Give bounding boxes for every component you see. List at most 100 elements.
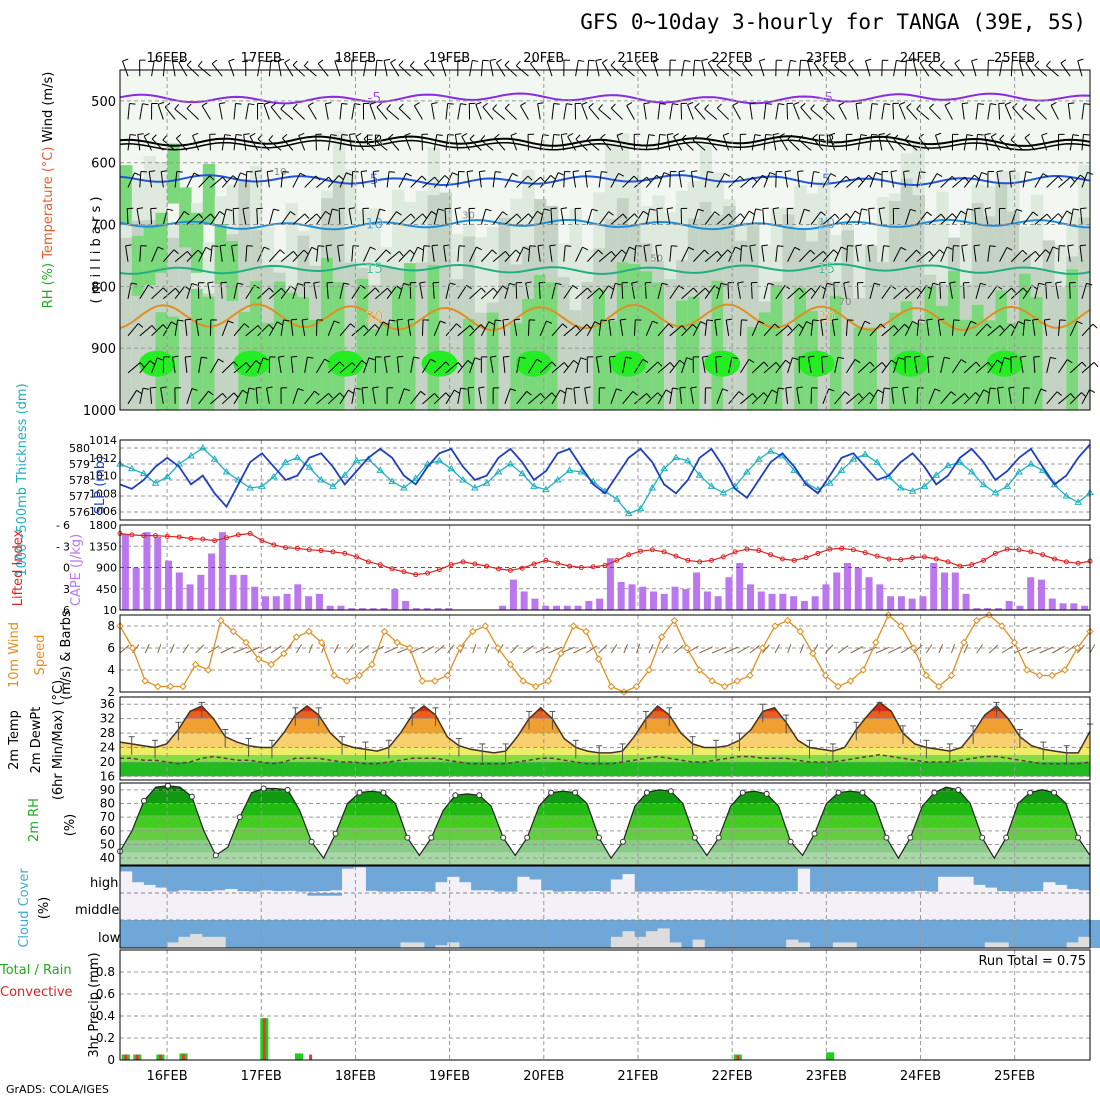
surface-wind-barb	[333, 644, 339, 654]
wind-barb	[560, 134, 565, 151]
wind-barb	[349, 133, 356, 136]
wind-barb	[209, 245, 213, 262]
cloud-clear-cell	[131, 893, 144, 920]
rh-marker	[476, 792, 483, 799]
wind-barb	[657, 134, 661, 151]
lifted-index-marker	[448, 562, 454, 568]
cape-bar	[606, 558, 614, 610]
cape-bar	[283, 593, 291, 610]
panel-frame	[119, 439, 1091, 521]
wind-barb	[1010, 249, 1023, 262]
wind-barb	[726, 318, 733, 321]
wind-barb	[466, 284, 472, 290]
lifted-index-marker	[330, 549, 336, 555]
wind-barb	[1034, 283, 1040, 299]
surface-wind-barb	[1089, 644, 1096, 654]
wind-barb	[971, 60, 977, 77]
surface-wind-barb	[157, 643, 162, 654]
surface-wind-barb	[1077, 644, 1086, 654]
wind-barb	[372, 387, 376, 404]
wind-barb	[338, 208, 341, 225]
wind-barb	[515, 60, 521, 67]
rh-shade-50	[214, 257, 228, 410]
low-cloud-cell	[400, 942, 413, 948]
wind-barb	[575, 134, 581, 140]
wind-barb	[375, 287, 388, 300]
wind-barb	[843, 282, 847, 299]
wind-barb	[732, 102, 739, 106]
wind-barb	[891, 359, 897, 365]
wind-barb	[422, 176, 436, 188]
wind-barb	[292, 172, 301, 188]
wind-barb	[160, 386, 167, 389]
wind-barb	[751, 320, 760, 337]
cape-bar	[919, 596, 927, 610]
cloud-clear-cell	[891, 891, 904, 893]
wind-barb	[772, 133, 780, 136]
low-cloud-cell	[797, 942, 811, 948]
wind-barb	[868, 207, 875, 210]
wind-barb	[390, 62, 400, 77]
wind-barb	[588, 59, 595, 62]
wind-barb	[974, 174, 980, 180]
cloud-clear-cell	[143, 884, 156, 893]
wind-barb	[369, 246, 376, 251]
cloud-clear-cell	[938, 920, 951, 948]
cloud-clear-cell	[914, 890, 927, 893]
lifted-index-marker	[874, 553, 880, 559]
wind-barb	[480, 249, 493, 262]
wind-barb	[563, 285, 574, 300]
wind-barb	[934, 388, 941, 392]
cloud-clear-cell	[961, 876, 974, 893]
cloud-clear-cell	[353, 893, 366, 920]
wind-barb	[151, 324, 164, 337]
wind-barb	[207, 281, 214, 284]
wind-barb	[810, 108, 824, 120]
wind-barb	[656, 208, 659, 225]
wind-barb	[361, 387, 365, 404]
wind-barb	[431, 244, 438, 247]
wind-barb	[625, 356, 632, 359]
wind-barb	[139, 325, 153, 337]
wind-barb	[584, 386, 591, 389]
wind-barb	[987, 245, 991, 262]
cape-bar	[897, 596, 905, 610]
wind-barb	[174, 108, 188, 120]
wind-barb	[610, 64, 624, 77]
wind-barb	[127, 282, 132, 299]
lifted-index-marker	[850, 547, 856, 553]
wind-barb	[655, 245, 659, 262]
wind-barb	[325, 210, 331, 216]
wind-barb	[313, 281, 320, 284]
cloud-clear-cell	[1019, 891, 1033, 893]
wind-barb	[515, 249, 521, 255]
slp-tick-label: 1010	[89, 470, 117, 483]
rh-shade-70	[368, 329, 381, 410]
wind-speed-marker	[229, 627, 238, 636]
cloud-clear-cell	[435, 893, 448, 920]
wind-barb	[812, 133, 818, 139]
wind-barb	[268, 287, 274, 293]
wind-barb	[822, 173, 832, 188]
wind-barb	[586, 249, 599, 262]
wind-barb	[792, 104, 800, 120]
wind-barb	[951, 213, 957, 219]
cloud-clear-cell	[879, 920, 892, 948]
cape-bar	[326, 605, 334, 610]
wind-barb	[388, 137, 400, 151]
wind-barb	[421, 175, 427, 181]
wind-barb	[263, 104, 270, 120]
wind-barb	[339, 323, 351, 337]
wind-barb	[643, 103, 647, 120]
wind-barb	[666, 208, 671, 225]
wind-barb	[433, 392, 447, 405]
wind-barb	[1081, 323, 1094, 337]
wind-barb	[775, 245, 778, 262]
cloud-clear-cell	[599, 893, 612, 920]
rh-line	[119, 785, 1091, 860]
wind-barb	[833, 282, 836, 299]
lifted-index-marker	[1063, 559, 1069, 565]
wind-barb	[634, 210, 644, 225]
wind-barb	[763, 361, 769, 367]
temp-tick-label: 24	[100, 741, 115, 755]
